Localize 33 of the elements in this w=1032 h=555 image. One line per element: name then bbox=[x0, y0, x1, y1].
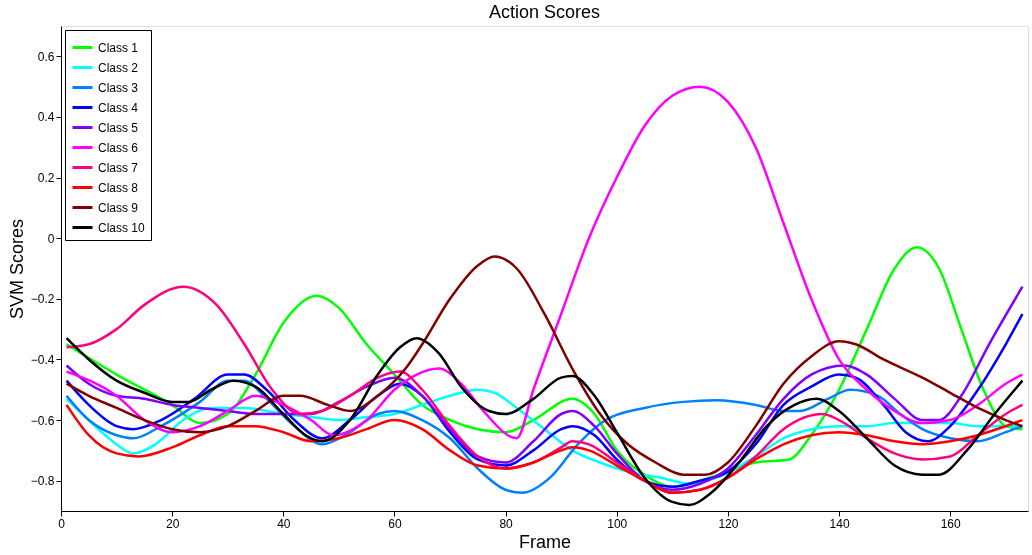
y-tick-label: −0.4 bbox=[30, 352, 55, 367]
line-series bbox=[65, 85, 1024, 440]
legend-label: Class 5 bbox=[98, 120, 139, 135]
legend-label: Class 2 bbox=[98, 60, 139, 75]
x-tick-label: 0 bbox=[58, 516, 66, 531]
x-tick-label: 80 bbox=[499, 516, 514, 531]
line-series bbox=[65, 336, 1024, 507]
legend-label: Class 10 bbox=[98, 220, 146, 235]
legend-label: Class 3 bbox=[98, 80, 139, 95]
legend-label: Class 8 bbox=[98, 180, 139, 195]
x-tick-label: 100 bbox=[607, 516, 628, 531]
y-tick-label: 0.2 bbox=[37, 171, 55, 186]
y-tick-label: 0.6 bbox=[37, 49, 55, 64]
line-series bbox=[65, 403, 1024, 495]
x-tick-label: 160 bbox=[940, 516, 962, 531]
x-tick-label: 40 bbox=[277, 516, 291, 531]
y-tick-label: −0.8 bbox=[30, 474, 55, 489]
legend-label: Class 6 bbox=[98, 140, 139, 155]
x-tick-label: 140 bbox=[829, 516, 850, 531]
y-tick-label: 0 bbox=[47, 231, 55, 246]
y-tick-label: 0.4 bbox=[37, 110, 55, 125]
y-tick-label: −0.2 bbox=[30, 292, 55, 307]
y-axis-title: SVM Scores bbox=[6, 218, 27, 320]
legend-label: Class 1 bbox=[98, 40, 139, 55]
x-tick-label: 120 bbox=[718, 516, 739, 531]
y-tick-label: −0.6 bbox=[30, 413, 55, 428]
chart-title: Action Scores bbox=[488, 2, 601, 22]
legend-label: Class 4 bbox=[98, 100, 139, 115]
x-tick-label: 60 bbox=[388, 516, 402, 531]
x-axis-title: Frame bbox=[518, 531, 572, 552]
legend-label: Class 9 bbox=[98, 200, 139, 215]
legend-label: Class 7 bbox=[98, 160, 139, 175]
x-tick-label: 20 bbox=[165, 516, 180, 531]
